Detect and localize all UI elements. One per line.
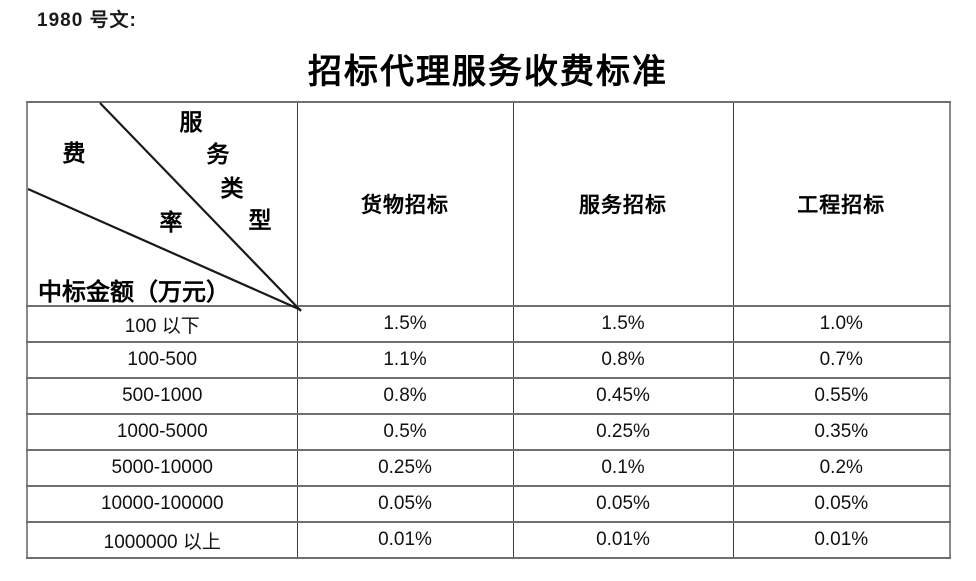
corner-label-rate-char: 率 — [159, 210, 183, 235]
corner-label-type-char: 型 — [248, 208, 272, 233]
table-row: 100 以下 1.5% 1.5% 1.0% — [26, 305, 951, 343]
rate-cell-goods: 1.1% — [296, 341, 514, 379]
table-corner-cell: 服 务 类 型 费 率 中标金额（万元） — [26, 101, 302, 312]
rate-cell-goods: 0.01% — [296, 521, 514, 559]
column-header-service-bidding: 服务招标 — [512, 101, 734, 307]
table-row: 1000-5000 0.5% 0.25% 0.35% — [26, 413, 951, 451]
row-label-amount-range: 100 以下 — [26, 305, 298, 343]
rate-cell-goods: 0.8% — [296, 377, 514, 415]
rate-cell-engineering: 1.0% — [732, 305, 951, 343]
row-label-amount-range: 5000-10000 — [26, 449, 298, 487]
rate-cell-service: 0.1% — [512, 449, 734, 487]
table-row: 10000-100000 0.05% 0.05% 0.05% — [26, 485, 951, 523]
table-row: 100-500 1.1% 0.8% 0.7% — [26, 341, 951, 379]
diagonal-divider-lines — [27, 102, 302, 312]
corner-label-bid-amount: 中标金额（万元） — [38, 280, 230, 306]
table-row: 1000000 以上 0.01% 0.01% 0.01% — [26, 521, 951, 559]
table-row: 500-1000 0.8% 0.45% 0.55% — [26, 377, 951, 415]
rate-cell-service: 0.8% — [512, 341, 734, 379]
rate-cell-engineering: 0.01% — [732, 521, 951, 559]
rate-cell-goods: 0.5% — [296, 413, 514, 451]
rate-cell-service: 0.25% — [512, 413, 734, 451]
fee-standard-table: 服 务 类 型 费 率 中标金额（万元） 货物招标 服务招标 工程招标 100 … — [26, 101, 951, 559]
row-label-amount-range: 500-1000 — [26, 377, 298, 415]
rate-cell-engineering: 0.2% — [732, 449, 951, 487]
column-header-goods-bidding: 货物招标 — [296, 101, 514, 307]
rate-cell-goods: 0.25% — [296, 449, 514, 487]
rate-cell-engineering: 0.7% — [732, 341, 951, 379]
rate-cell-service: 0.01% — [512, 521, 734, 559]
page-title: 招标代理服务收费标准 — [308, 54, 668, 91]
rate-cell-service: 0.45% — [512, 377, 734, 415]
table-row: 5000-10000 0.25% 0.1% 0.2% — [26, 449, 951, 487]
row-label-amount-range: 10000-100000 — [26, 485, 298, 523]
corner-label-service-char: 务 — [206, 142, 230, 167]
rate-cell-service: 0.05% — [512, 485, 734, 523]
rate-cell-goods: 0.05% — [296, 485, 514, 523]
row-label-amount-range: 100-500 — [26, 341, 298, 379]
row-label-amount-range: 1000000 以上 — [26, 521, 298, 559]
rate-cell-goods: 1.5% — [296, 305, 514, 343]
corner-label-service-char: 服 — [179, 110, 203, 135]
corner-label-type-char: 类 — [220, 176, 244, 201]
document-ref-number: 1980 号文: — [37, 10, 137, 31]
table-header-row: 服 务 类 型 费 率 中标金额（万元） 货物招标 服务招标 工程招标 — [26, 101, 951, 312]
row-label-amount-range: 1000-5000 — [26, 413, 298, 451]
rate-cell-engineering: 0.55% — [732, 377, 951, 415]
column-header-engineering-bidding: 工程招标 — [732, 101, 951, 307]
rate-cell-engineering: 0.05% — [732, 485, 951, 523]
rate-cell-service: 1.5% — [512, 305, 734, 343]
rate-cell-engineering: 0.35% — [732, 413, 951, 451]
corner-label-fee-char: 费 — [62, 141, 86, 166]
